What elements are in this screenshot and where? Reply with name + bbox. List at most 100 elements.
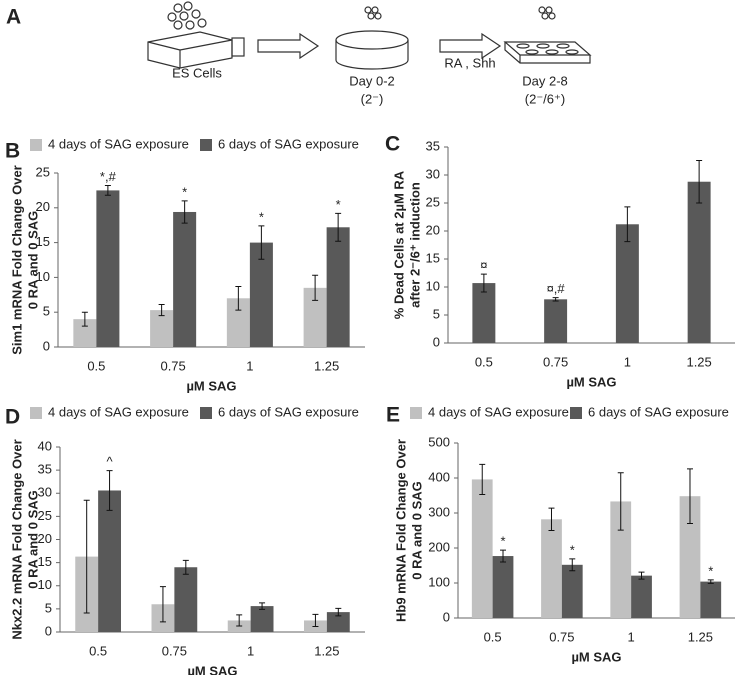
- x-tick-label: 1.25: [686, 354, 711, 369]
- error-bar: [624, 206, 631, 243]
- dish-sublabel: (2⁻): [361, 91, 384, 106]
- y-tick-label: 400: [428, 469, 450, 484]
- x-axis-label: µM SAG: [566, 374, 616, 389]
- error-bar: [312, 613, 319, 627]
- y-tick-label: 10: [38, 577, 52, 592]
- y-tick-label: 40: [38, 438, 52, 453]
- y-tick-label: 5: [45, 600, 52, 615]
- bar: [610, 501, 632, 618]
- annotation: ¤: [480, 258, 487, 273]
- annotation: *: [500, 534, 505, 549]
- x-tick-label: 0.75: [549, 629, 574, 644]
- x-tick-label: 1.25: [314, 643, 339, 658]
- y-axis-label: 0 RA and 0 SAG: [25, 490, 40, 588]
- legend-label: 6 days of SAG exposure: [588, 404, 729, 419]
- x-tick-label: 1: [247, 643, 254, 658]
- bar: [541, 519, 562, 618]
- error-bar: [104, 185, 111, 196]
- bar: [492, 556, 514, 618]
- error-bar: [707, 579, 714, 584]
- error-bar: [500, 549, 507, 563]
- arrow-label: RA , Shh: [444, 55, 495, 70]
- flask: [147, 31, 245, 69]
- x-tick-label: 0.75: [543, 354, 568, 369]
- error-bar: [83, 499, 90, 614]
- bar: [250, 606, 274, 632]
- y-tick-label: 500: [428, 434, 450, 449]
- bar: [631, 575, 652, 618]
- bar: [249, 242, 273, 347]
- y-tick-label: 20: [36, 199, 50, 214]
- error-bar: [638, 571, 645, 580]
- legend-swatch: [570, 407, 582, 419]
- y-tick-label: 300: [428, 504, 450, 519]
- legend-label: 6 days of SAG exposure: [218, 404, 359, 419]
- y-tick-label: 25: [36, 164, 50, 179]
- y-tick-label: 15: [426, 250, 440, 265]
- annotation: *,#: [100, 169, 117, 184]
- y-tick-label: 15: [36, 234, 50, 249]
- legend-swatch: [410, 407, 422, 419]
- y-tick-label: 200: [428, 539, 450, 554]
- dish-label: Day 0-2: [349, 73, 395, 88]
- panel-letter: B: [5, 140, 20, 163]
- bar: [687, 181, 711, 343]
- bar: [561, 564, 583, 618]
- bar: [326, 227, 350, 347]
- bar: [471, 479, 493, 618]
- y-tick-label: 20: [426, 222, 440, 237]
- legend-label: 6 days of SAG exposure: [218, 136, 359, 151]
- y-tick-label: 100: [428, 574, 450, 589]
- annotation: *: [259, 209, 264, 224]
- x-tick-label: 1.25: [314, 358, 339, 373]
- error-bar: [686, 468, 693, 524]
- y-tick-label: 0: [43, 338, 50, 353]
- error-bar: [335, 212, 342, 242]
- y-tick-label: 10: [426, 278, 440, 293]
- panel-letter: D: [5, 406, 20, 429]
- annotation: ¤,#: [547, 281, 566, 296]
- y-tick-label: 30: [426, 166, 440, 181]
- y-axis-label: % Dead Cells at 2µM RA: [391, 170, 406, 319]
- y-tick-label: 35: [38, 462, 52, 477]
- arrow: [257, 32, 320, 60]
- arrow: [439, 32, 502, 60]
- x-axis-label: µM SAG: [571, 649, 621, 664]
- bar: [472, 283, 496, 343]
- annotation: ^: [107, 454, 114, 469]
- error-bar: [158, 304, 165, 317]
- x-tick-label: 1: [246, 358, 253, 373]
- y-tick-label: 10: [36, 269, 50, 284]
- x-tick-label: 0.75: [162, 643, 187, 658]
- error-bar: [81, 311, 88, 327]
- y-tick-label: 5: [433, 306, 440, 321]
- error-bar: [548, 507, 555, 531]
- y-tick-label: 0: [45, 623, 52, 638]
- error-bar: [159, 586, 166, 623]
- x-tick-label: 0.5: [475, 354, 493, 369]
- flask-label: ES Cells: [172, 65, 222, 80]
- error-bar: [235, 285, 242, 311]
- error-bar: [181, 200, 188, 224]
- y-tick-label: 0: [433, 334, 440, 349]
- error-bar: [182, 559, 189, 575]
- y-tick-label: 5: [43, 304, 50, 319]
- y-axis-label: 0 RA and 0 SAG: [25, 211, 40, 309]
- annotation: *: [708, 563, 713, 578]
- x-tick-label: 0.5: [89, 643, 107, 658]
- bar: [303, 287, 327, 347]
- plate-sublabel: (2⁻/6⁺): [525, 91, 565, 106]
- legend-swatch: [30, 139, 42, 151]
- y-axis-label: Sim1 mRNA Fold Change Over: [9, 165, 24, 355]
- y-axis-label: Nkx2.2 mRNA Fold Change Over: [9, 439, 24, 639]
- annotation: *: [182, 184, 187, 199]
- bar: [173, 211, 197, 347]
- legend-swatch: [200, 139, 212, 151]
- y-axis-label: after 2⁻/6⁺ induction: [407, 182, 422, 308]
- y-tick-label: 15: [38, 554, 52, 569]
- plate-label: Day 2-8: [522, 73, 568, 88]
- legend-label: 4 days of SAG exposure: [48, 136, 189, 151]
- bar: [174, 567, 198, 632]
- legend-label: 4 days of SAG exposure: [428, 404, 569, 419]
- annotation: *: [570, 542, 575, 557]
